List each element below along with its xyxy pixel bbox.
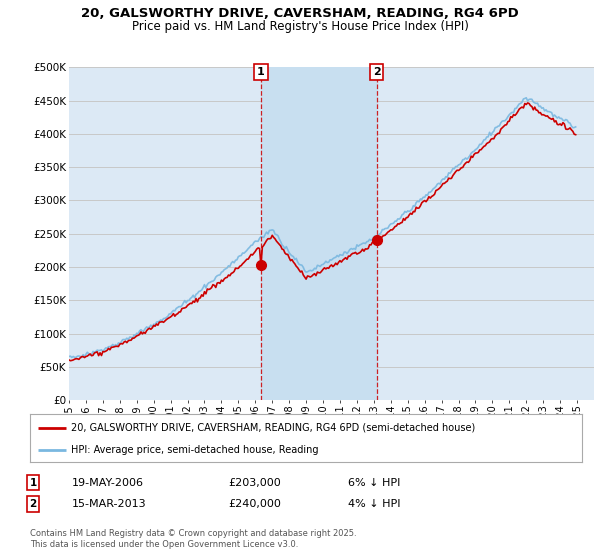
Text: 1: 1 xyxy=(257,67,265,77)
Text: 15-MAR-2013: 15-MAR-2013 xyxy=(72,499,146,509)
Text: 20, GALSWORTHY DRIVE, CAVERSHAM, READING, RG4 6PD: 20, GALSWORTHY DRIVE, CAVERSHAM, READING… xyxy=(81,7,519,20)
Text: 19-MAY-2006: 19-MAY-2006 xyxy=(72,478,144,488)
Text: 4% ↓ HPI: 4% ↓ HPI xyxy=(348,499,401,509)
Bar xyxy=(261,67,377,400)
Text: HPI: Average price, semi-detached house, Reading: HPI: Average price, semi-detached house,… xyxy=(71,445,319,455)
Text: 1: 1 xyxy=(29,478,37,488)
Text: £203,000: £203,000 xyxy=(228,478,281,488)
Text: Price paid vs. HM Land Registry's House Price Index (HPI): Price paid vs. HM Land Registry's House … xyxy=(131,20,469,32)
Text: 2: 2 xyxy=(373,67,380,77)
Text: Contains HM Land Registry data © Crown copyright and database right 2025.
This d: Contains HM Land Registry data © Crown c… xyxy=(30,529,356,549)
Text: 2: 2 xyxy=(29,499,37,509)
Text: £240,000: £240,000 xyxy=(228,499,281,509)
Text: 6% ↓ HPI: 6% ↓ HPI xyxy=(348,478,400,488)
Text: 20, GALSWORTHY DRIVE, CAVERSHAM, READING, RG4 6PD (semi-detached house): 20, GALSWORTHY DRIVE, CAVERSHAM, READING… xyxy=(71,423,476,433)
